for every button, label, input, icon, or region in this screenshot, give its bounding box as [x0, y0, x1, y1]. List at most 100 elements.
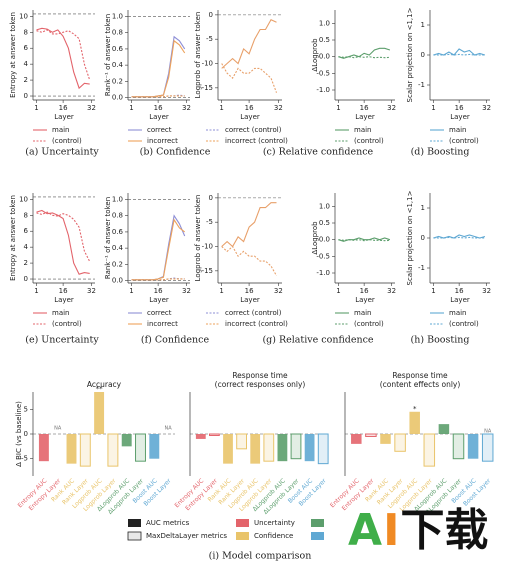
y-tick-label: 8 [24, 28, 28, 36]
y-axis-label: ΔLogprob [311, 221, 319, 255]
bar [423, 433, 436, 467]
y-axis-label: Rank⁻¹ of answer token [104, 197, 112, 279]
series-line [338, 56, 390, 59]
panel-caption: (c) Relative confidence [263, 147, 374, 158]
y-tick-label: 0.4 [112, 61, 124, 69]
y-tick-label: 0.5 [319, 219, 330, 227]
bar [38, 434, 49, 462]
bar [290, 433, 302, 460]
legend-swatch [311, 519, 324, 527]
legend-swatch [236, 532, 249, 540]
legend-label: main [449, 309, 467, 317]
y-tick-label: 0 [421, 234, 425, 242]
x-axis-label: Layer [149, 296, 169, 304]
x-tick-label: 32 [87, 104, 96, 112]
legend-label: (control) [449, 137, 479, 145]
y-tick-label: 1.0 [112, 12, 123, 20]
y-tick-label: 0.0 [112, 94, 123, 102]
y-tick-label: 0 [421, 51, 425, 59]
x-tick-label: 16 [360, 104, 369, 112]
series-line [131, 95, 185, 98]
legend-label: main [354, 126, 372, 134]
x-tick-label: 1 [129, 104, 133, 112]
x-axis-label: Layer [355, 296, 375, 304]
x-tick-label: 16 [360, 287, 369, 295]
chart-title: (content effects only) [380, 380, 461, 389]
bar [452, 433, 465, 460]
y-tick-label: 4 [24, 243, 29, 251]
y-tick-label: 0.4 [112, 244, 124, 252]
bar [351, 434, 362, 444]
panel-caption: (h) Boosting [411, 335, 470, 346]
y-tick-label: 1.0 [319, 19, 330, 27]
y-tick-label: 1.0 [112, 195, 123, 203]
bar-annotation: ** [96, 385, 104, 393]
y-tick-label: 4 [24, 60, 29, 68]
y-tick-label: 0.8 [112, 29, 123, 37]
y-tick-label: -1.0 [316, 86, 330, 94]
y-tick-label: -1 [418, 81, 425, 89]
bar [317, 433, 329, 465]
x-tick-label: 16 [245, 287, 254, 295]
bar [195, 434, 206, 439]
x-tick-label: 32 [482, 104, 491, 112]
series-line [433, 53, 485, 56]
bar [121, 434, 132, 447]
chart-title: Response time [392, 371, 448, 380]
y-tick-label: 1 [421, 21, 425, 29]
legend-label: main [449, 126, 467, 134]
x-tick-label: 32 [182, 104, 191, 112]
legend-swatch [236, 519, 249, 527]
y-tick-label: 2 [24, 259, 28, 267]
series-line [36, 209, 90, 275]
legend-label: correct (control) [225, 126, 282, 134]
bar [209, 433, 220, 436]
x-tick-label: 32 [274, 287, 283, 295]
legend-label: Confidence [254, 532, 293, 540]
y-axis-label: Logprob of answer token [194, 12, 202, 99]
bar [481, 433, 494, 462]
y-tick-label: -5 [21, 455, 28, 463]
bar [409, 411, 420, 434]
panel-caption: (b) Confidence [140, 147, 211, 158]
panel-caption: (d) Boosting [411, 147, 470, 158]
panel-caption: (a) Uncertainty [25, 147, 99, 158]
bar [94, 392, 105, 434]
watermark: I [383, 505, 399, 556]
x-tick-label: 32 [387, 104, 396, 112]
legend-label: incorrect (control) [225, 137, 288, 145]
y-tick-label: 10 [19, 12, 28, 20]
bar [149, 434, 160, 459]
x-tick-label: 32 [482, 287, 491, 295]
x-tick-label: 16 [154, 287, 163, 295]
bar [304, 434, 315, 462]
x-axis-label: Layer [240, 296, 260, 304]
y-tick-label: -1 [418, 264, 425, 272]
y-tick-label: 0 [24, 430, 28, 438]
x-tick-label: 1 [336, 287, 340, 295]
x-axis-label: Layer [240, 113, 260, 121]
bar-annotation: NA [484, 429, 492, 435]
y-tick-label: -10 [202, 60, 213, 68]
bar [380, 434, 391, 444]
y-tick-label: -15 [202, 84, 213, 92]
series-line [338, 239, 390, 242]
legend-label: incorrect (control) [225, 320, 288, 328]
panel-caption: (e) Uncertainty [25, 335, 99, 346]
series-line [131, 39, 186, 98]
bar [107, 433, 119, 467]
y-axis-label: Logprob of answer token [194, 195, 202, 282]
y-tick-label: 1 [421, 204, 425, 212]
bar [66, 434, 77, 464]
x-tick-label: 1 [129, 287, 133, 295]
x-axis-label: Layer [355, 113, 375, 121]
bar [467, 434, 479, 459]
legend-label: main [52, 309, 70, 317]
bar [263, 433, 275, 462]
y-tick-label: -0.5 [316, 252, 330, 260]
y-tick-label: -5 [206, 35, 213, 43]
series-line [36, 211, 91, 262]
y-tick-label: 8 [24, 211, 28, 219]
series-line [433, 236, 485, 239]
y-tick-label: 0.0 [319, 236, 330, 244]
